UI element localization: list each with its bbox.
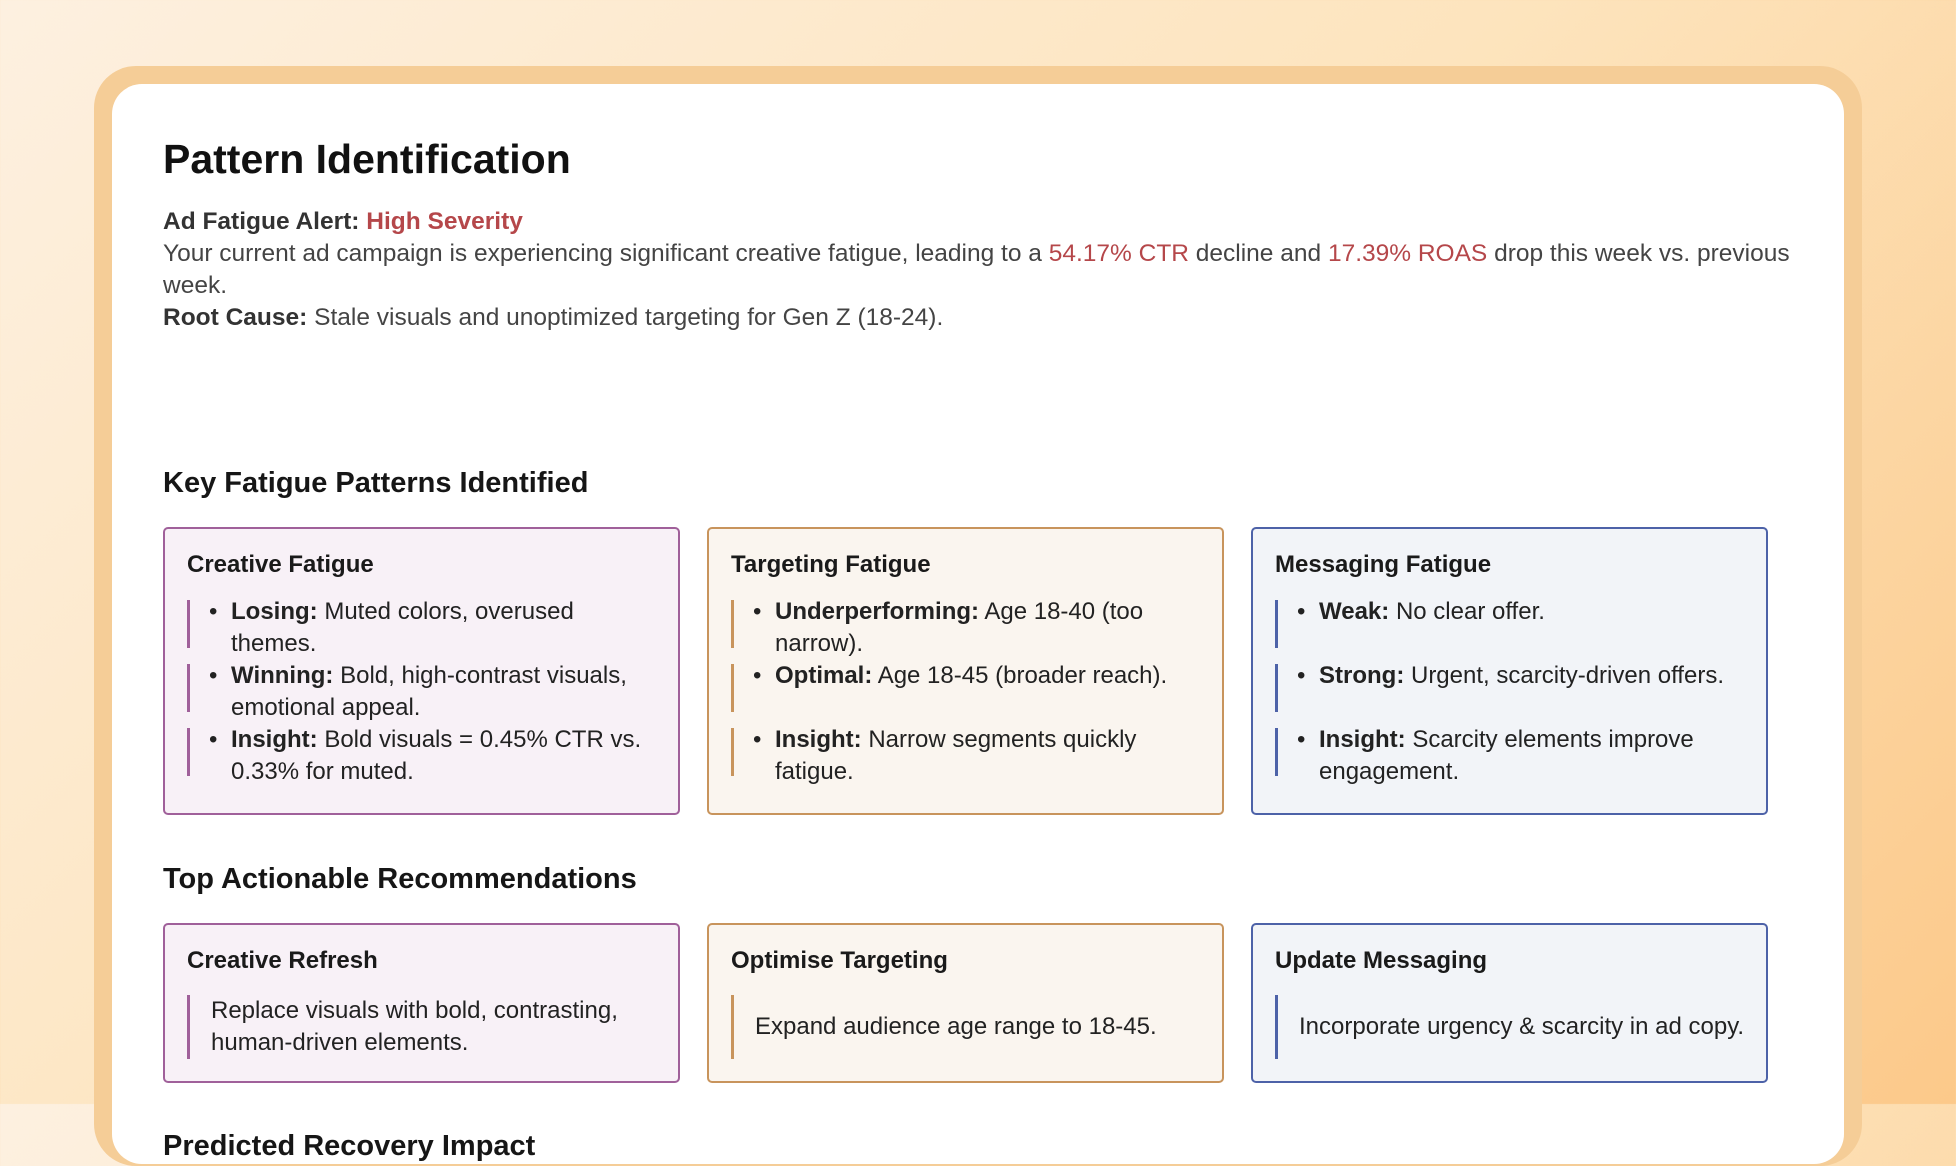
root-cause-line: Root Cause: Stale visuals and unoptimize… [163, 302, 1793, 334]
alert-description: Your current ad campaign is experiencing… [163, 238, 1793, 302]
recommendation-body: Replace visuals with bold, contrasting, … [187, 995, 660, 1059]
item-text: Urgent, scarcity-driven offers. [1410, 662, 1724, 689]
pattern-list: • Losing: Muted colors, overused themes. … [187, 596, 660, 788]
recommendation-text: Expand audience age range to 18-45. [755, 1013, 1157, 1040]
alert-text-after: drop this week vs. previous week. [163, 240, 1790, 299]
severity-badge: High Severity [366, 208, 523, 235]
patterns-heading: Key Fatigue Patterns Identified [163, 467, 589, 499]
roas-value: 17.39% ROAS [1327, 240, 1488, 267]
item-label: Losing: [231, 598, 318, 625]
ctr-value: 54.17% CTR [1048, 240, 1189, 267]
list-item: • Insight: Narrow segments quickly fatigu… [731, 724, 1204, 788]
recommendation-text: Replace visuals with bold, contrasting, … [211, 997, 618, 1056]
item-text: Bold, high-contrast visuals, emotional a… [231, 662, 627, 721]
list-item: • Insight: Scarcity elements improve enga… [1275, 724, 1748, 788]
root-cause-label: Root Cause: [163, 304, 308, 331]
report-card: Pattern Identification Ad Fatigue Alert:… [112, 84, 1844, 1164]
recommendation-card-targeting: Optimise Targeting Expand audience age r… [707, 923, 1224, 1083]
pattern-card-title: Messaging Fatigue [1275, 551, 1492, 578]
impact-heading: Predicted Recovery Impact [163, 1130, 536, 1162]
recommendation-card-creative: Creative Refresh Replace visuals with bo… [163, 923, 680, 1083]
item-label: Insight: [231, 726, 318, 753]
pattern-card-title: Targeting Fatigue [731, 551, 931, 578]
pattern-list: • Underperforming: Age 18-40 (too narrow)… [731, 596, 1204, 788]
bullet-dot: • [1297, 726, 1306, 753]
bullet-dot: • [753, 662, 762, 689]
item-label: Insight: [775, 726, 862, 753]
pattern-card-messaging: Messaging Fatigue • Weak: No clear offer.… [1251, 527, 1768, 815]
item-text: Muted colors, overused themes. [231, 598, 574, 657]
list-item: • Losing: Muted colors, overused themes. [187, 596, 660, 660]
item-label: Strong: [1319, 662, 1405, 689]
list-item: • Weak: No clear offer. [1275, 596, 1748, 660]
alert-label: Ad Fatigue Alert: [163, 208, 360, 235]
item-label: Winning: [231, 662, 334, 689]
item-text: Age 18-45 (broader reach). [877, 662, 1168, 689]
item-text: Bold visuals = 0.45% CTR vs. 0.33% for m… [231, 726, 642, 785]
alert-text-middle: decline and [1195, 240, 1322, 267]
alert-summary: Ad Fatigue Alert: High Severity Your cur… [163, 206, 1793, 334]
recommendation-title: Update Messaging [1275, 947, 1488, 974]
recommendation-body: Incorporate urgency & scarcity in ad cop… [1275, 995, 1748, 1059]
recommendation-title: Optimise Targeting [731, 947, 948, 974]
list-item: • Winning: Bold, high-contrast visuals, e… [187, 660, 660, 724]
list-item: • Optimal: Age 18-45 (broader reach). [731, 660, 1204, 724]
alert-line: Ad Fatigue Alert: High Severity [163, 206, 1793, 238]
page-title: Pattern Identification [163, 136, 571, 182]
item-label: Weak: [1319, 598, 1390, 625]
list-item: • Insight: Bold visuals = 0.45% CTR vs. 0… [187, 724, 660, 788]
item-text: No clear offer. [1395, 598, 1545, 625]
bullet-dot: • [1297, 598, 1306, 625]
root-cause-text: Stale visuals and unoptimized targeting … [314, 304, 944, 331]
bullet-dot: • [209, 726, 218, 753]
bullet-dot: • [753, 598, 762, 625]
recommendation-body: Expand audience age range to 18-45. [731, 995, 1204, 1059]
bullet-dot: • [209, 598, 218, 625]
item-text: Narrow segments quickly fatigue. [775, 726, 1137, 785]
bullet-dot: • [1297, 662, 1306, 689]
alert-text-before: Your current ad campaign is experiencing… [163, 240, 1042, 267]
item-text: Age 18-40 (too narrow). [775, 598, 1144, 657]
item-label: Optimal: [775, 662, 873, 689]
recommendation-text: Incorporate urgency & scarcity in ad cop… [1299, 1013, 1745, 1040]
bullet-dot: • [753, 726, 762, 753]
item-label: Insight: [1319, 726, 1406, 753]
recommendations-heading: Top Actionable Recommendations [163, 863, 637, 895]
pattern-card-title: Creative Fatigue [187, 551, 374, 578]
item-label: Underperforming: [775, 598, 979, 625]
item-text: Scarcity elements improve engagement. [1319, 726, 1694, 785]
pattern-list: • Weak: No clear offer. • Strong: Urgent, … [1275, 596, 1748, 788]
list-item: • Strong: Urgent, scarcity-driven offers. [1275, 660, 1748, 724]
recommendation-card-messaging: Update Messaging Incorporate urgency & s… [1251, 923, 1768, 1083]
pattern-card-targeting: Targeting Fatigue • Underperforming: Age … [707, 527, 1224, 815]
pattern-card-creative: Creative Fatigue • Losing: Muted colors, … [163, 527, 680, 815]
recommendation-title: Creative Refresh [187, 947, 378, 974]
bullet-dot: • [209, 662, 218, 689]
list-item: • Underperforming: Age 18-40 (too narrow)… [731, 596, 1204, 660]
